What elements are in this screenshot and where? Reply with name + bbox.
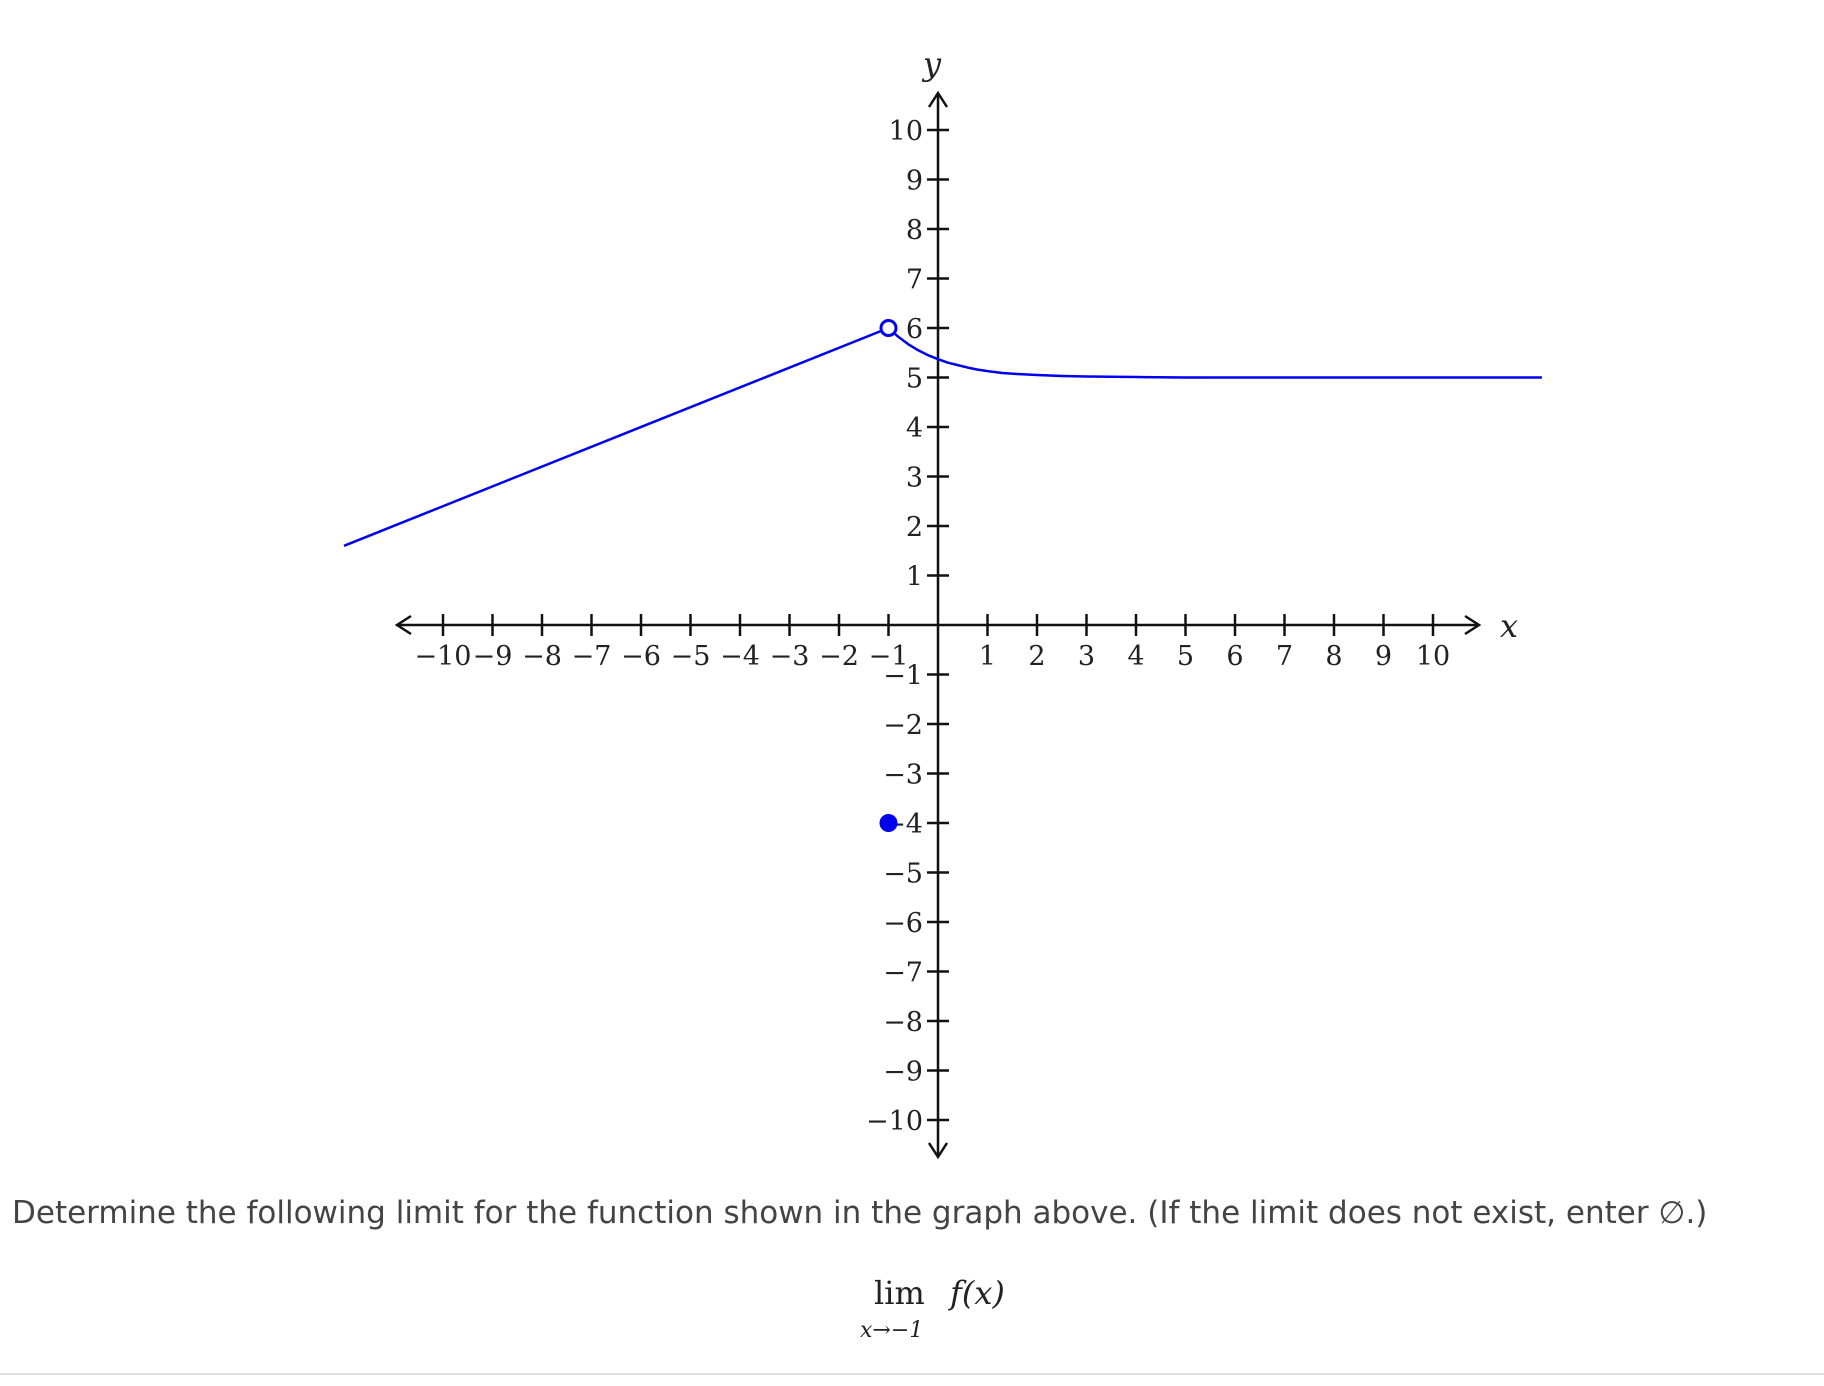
y-tick-label: 4: [906, 413, 923, 444]
y-tick-label: 1: [906, 562, 923, 593]
x-tick-label: −3: [770, 641, 810, 672]
x-tick-label: 5: [1177, 641, 1194, 672]
y-tick-label: −1: [883, 661, 923, 692]
y-tick-label: −10: [866, 1106, 923, 1137]
x-tick-label: 9: [1375, 641, 1392, 672]
x-axis-arrow-right: [1464, 614, 1482, 636]
y-axis-name: y: [921, 45, 942, 83]
limit-subscript-text: x→−1: [860, 1318, 924, 1343]
y-tick-label: −7: [883, 958, 923, 989]
x-tick-label: 8: [1325, 641, 1342, 672]
y-tick-label: −2: [883, 710, 923, 741]
x-axis-name: x: [1500, 607, 1518, 645]
y-axis-arrow-down: [927, 1142, 949, 1160]
x-tick-label: −10: [415, 641, 472, 672]
limit-function: f(x): [950, 1274, 1005, 1312]
x-tick-label: 3: [1078, 641, 1095, 672]
y-tick-label: 9: [906, 166, 923, 197]
open-point: [879, 319, 898, 337]
y-tick-label: −6: [883, 908, 923, 939]
x-tick-label: −6: [621, 641, 661, 672]
axes: [394, 90, 1482, 1160]
x-tick-label: 2: [1028, 641, 1045, 672]
x-tick-label: 7: [1276, 641, 1293, 672]
function-curves: [343, 326, 1542, 547]
ticks: [441, 128, 1435, 1122]
x-tick-label: 6: [1226, 641, 1243, 672]
function-curve: [887, 327, 1542, 379]
x-tick-label: −7: [572, 641, 612, 672]
x-tick-label: 1: [979, 641, 996, 672]
x-tick-label: 4: [1127, 641, 1144, 672]
y-tick-label: 3: [906, 463, 923, 494]
y-tick-label: −8: [883, 1007, 923, 1038]
x-tick-label: −4: [720, 641, 760, 672]
y-tick-label: −5: [883, 859, 923, 890]
function-points: [879, 319, 898, 832]
y-tick-label: 5: [906, 364, 923, 395]
x-tick-label: 10: [1416, 641, 1450, 672]
limit-subscript: x→−1: [860, 1318, 923, 1343]
x-tick-label: −2: [819, 641, 859, 672]
function-graph: xy−10 −9 −8 −7 −6 −5 −4 −3 −2 −1 1 2 3 4 5 6 7 8 9 10−10−9−…: [343, 45, 1542, 1160]
y-tick-label: 8: [906, 215, 923, 246]
y-tick-label: −3: [883, 760, 923, 791]
y-tick-label: 6: [906, 314, 923, 345]
x-axis-arrow-left: [394, 614, 412, 636]
limit-operator: lim: [874, 1274, 925, 1312]
limit-function-text: f(x): [950, 1274, 1005, 1312]
tick-labels: xy−10 −9 −8 −7 −6 −5 −4 −3 −2 −1 1 2 3 4 5 6 7 8 9 10−10−9−…: [415, 45, 1519, 1137]
function-curve: [343, 326, 889, 547]
question-text: Determine the following limit for the fu…: [12, 1195, 1708, 1231]
y-tick-label: −9: [883, 1057, 923, 1088]
x-tick-label: −8: [522, 641, 562, 672]
y-axis-arrow-up: [927, 90, 949, 108]
y-tick-label: 10: [889, 116, 923, 147]
y-tick-label: 2: [906, 512, 923, 543]
closed-point: [879, 814, 898, 832]
x-tick-label: −1: [869, 641, 909, 672]
x-tick-label: −5: [671, 641, 711, 672]
x-tick-label: −9: [473, 641, 513, 672]
divider: [0, 1373, 1824, 1375]
y-tick-label: 7: [906, 265, 923, 296]
